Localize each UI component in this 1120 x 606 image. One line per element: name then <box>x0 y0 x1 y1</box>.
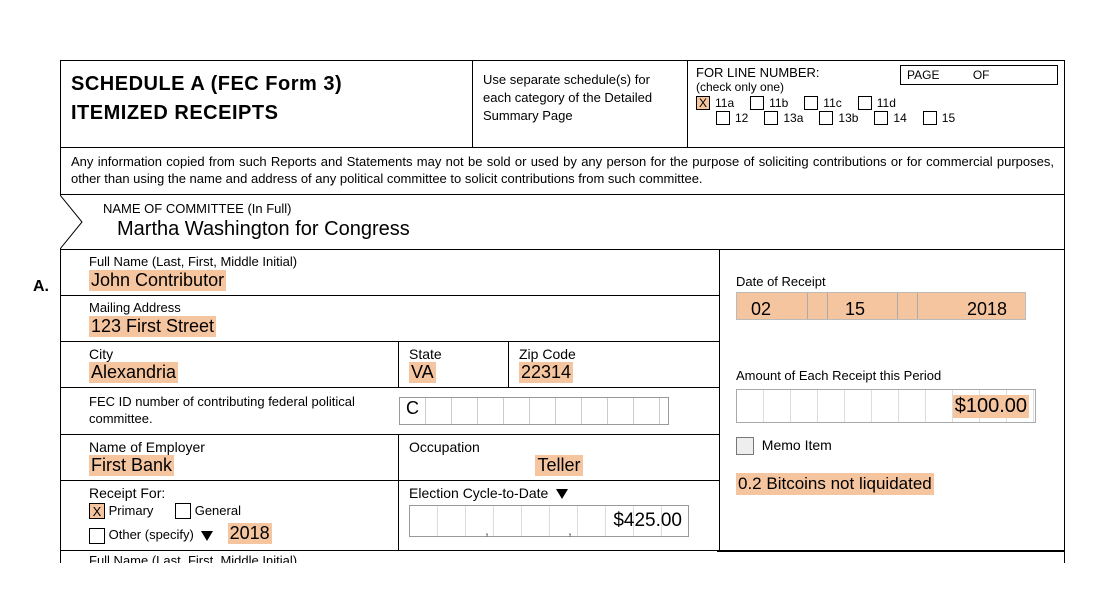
other-label: Other (specify) <box>109 527 194 542</box>
line-options-row2: 12 13a 13b 14 15 <box>716 111 1058 125</box>
label-11d: 11d <box>877 96 896 110</box>
page-box: PAGE OF <box>900 65 1058 85</box>
next-entry-partial: Full Name (Last, First, Middle Initial) <box>60 551 1065 563</box>
receipt-for-left: Receipt For: X Primary General Other (sp… <box>61 481 399 551</box>
fec-id-prefix: C <box>406 398 419 418</box>
fec-id-row: FEC ID number of contributing federal po… <box>61 388 719 435</box>
label-11b: 11b <box>769 96 788 110</box>
zip-label: Zip Code <box>519 346 709 362</box>
state-value[interactable]: VA <box>409 362 436 383</box>
entry-marker: A. <box>33 278 49 296</box>
checkbox-15[interactable] <box>923 111 937 125</box>
state-block: State VA <box>399 342 509 387</box>
header-row: SCHEDULE A (FEC Form 3) ITEMIZED RECEIPT… <box>60 60 1065 147</box>
ecd-block: Election Cycle-to-Date , , $425.00 <box>399 481 719 551</box>
checkbox-general[interactable] <box>175 503 191 519</box>
mailing-value[interactable]: 123 First Street <box>89 316 216 337</box>
checkbox-13b[interactable] <box>819 111 833 125</box>
memo-label: Memo Item <box>762 437 832 453</box>
primary-label: Primary <box>109 503 154 518</box>
label-15: 15 <box>942 111 955 125</box>
entry-a: A. Full Name (Last, First, Middle Initia… <box>60 250 1065 551</box>
header-right: PAGE OF FOR LINE NUMBER: (check only one… <box>688 61 1064 147</box>
committee-label: NAME OF COMMITTEE (In Full) <box>103 201 1054 216</box>
memo-row: Memo Item <box>736 437 1048 455</box>
label-13a: 13a <box>783 111 803 125</box>
checkbox-primary[interactable]: X <box>89 503 105 519</box>
disclaimer: Any information copied from such Reports… <box>60 147 1065 195</box>
dropdown-icon[interactable] <box>556 489 568 499</box>
date-label: Date of Receipt <box>736 274 1048 289</box>
form-container: SCHEDULE A (FEC Form 3) ITEMIZED RECEIPT… <box>60 60 1065 563</box>
checkbox-11a[interactable]: X <box>696 96 710 110</box>
amount-label: Amount of Each Receipt this Period <box>736 368 1048 383</box>
amount-box[interactable]: $100.00 <box>736 389 1036 423</box>
occupation-block: Occupation Teller <box>399 435 719 480</box>
amount-value: $100.00 <box>953 395 1029 418</box>
city-label: City <box>89 346 388 362</box>
full-name-label: Full Name (Last, First, Middle Initial) <box>89 254 709 269</box>
schedule-title: SCHEDULE A (FEC Form 3) <box>71 73 462 96</box>
date-box[interactable]: 02 15 2018 <box>736 292 1026 320</box>
page-label: PAGE <box>907 68 939 82</box>
receipts-title: ITEMIZED RECEIPTS <box>71 102 462 125</box>
employer-label: Name of Employer <box>89 439 388 455</box>
label-13b: 13b <box>838 111 858 125</box>
checkbox-13a[interactable] <box>764 111 778 125</box>
ecd-label: Election Cycle-to-Date <box>409 485 548 501</box>
state-label: State <box>409 346 498 362</box>
dropdown-icon[interactable] <box>201 531 213 541</box>
header-left: SCHEDULE A (FEC Form 3) ITEMIZED RECEIPT… <box>61 61 473 147</box>
occupation-value[interactable]: Teller <box>535 455 582 476</box>
label-14: 14 <box>893 111 906 125</box>
city-value[interactable]: Alexandria <box>89 362 178 383</box>
zip-value[interactable]: 22314 <box>519 362 573 383</box>
line-options-row1: X 11a 11b 11c 11d <box>696 96 1058 110</box>
fec-id-label: FEC ID number of contributing federal po… <box>89 394 399 428</box>
zip-block: Zip Code 22314 <box>509 342 719 387</box>
memo-note: 0.2 Bitcoins not liquidated <box>736 473 934 495</box>
occupation-label: Occupation <box>409 439 709 455</box>
label-11a: 11a <box>715 96 734 110</box>
receipt-for-year[interactable]: 2018 <box>228 523 272 544</box>
committee-row: NAME OF COMMITTEE (In Full) Martha Washi… <box>60 195 1065 250</box>
checkbox-11b[interactable] <box>750 96 764 110</box>
checkbox-14[interactable] <box>874 111 888 125</box>
entry-right: Date of Receipt 02 15 2018 Amount of Eac… <box>719 250 1064 550</box>
ecd-amount: $425.00 <box>613 510 682 532</box>
employer-value[interactable]: First Bank <box>89 455 174 476</box>
header-instructions: Use separate schedule(s) for each catego… <box>473 61 688 147</box>
fec-id-box[interactable]: C <box>399 397 669 425</box>
checkbox-11d[interactable] <box>858 96 872 110</box>
checkbox-11c[interactable] <box>804 96 818 110</box>
full-name-block: Full Name (Last, First, Middle Initial) … <box>61 250 719 296</box>
date-dd: 15 <box>845 299 865 320</box>
committee-value: Martha Washington for Congress <box>117 218 1054 241</box>
general-label: General <box>195 503 241 518</box>
checkbox-other[interactable] <box>89 528 105 544</box>
entry-left: A. Full Name (Last, First, Middle Initia… <box>61 250 719 550</box>
full-name-value[interactable]: John Contributor <box>89 270 226 291</box>
receipt-for-row: Receipt For: X Primary General Other (sp… <box>61 481 719 551</box>
ecd-box[interactable]: , , $425.00 <box>409 505 689 537</box>
arrow-notch-icon <box>60 195 86 249</box>
mailing-block: Mailing Address 123 First Street <box>61 296 719 342</box>
date-yyyy: 2018 <box>967 299 1007 320</box>
receipt-for-label: Receipt For: <box>89 485 388 501</box>
checkbox-memo[interactable] <box>736 437 754 455</box>
city-block: City Alexandria <box>61 342 399 387</box>
employer-block: Name of Employer First Bank <box>61 435 399 480</box>
employer-occupation-row: Name of Employer First Bank Occupation T… <box>61 435 719 481</box>
date-mm: 02 <box>751 299 771 320</box>
label-12: 12 <box>735 111 748 125</box>
city-state-zip-row: City Alexandria State VA Zip Code 22314 <box>61 342 719 388</box>
next-full-name-label: Full Name (Last, First, Middle Initial) <box>89 553 297 563</box>
checkbox-12[interactable] <box>716 111 730 125</box>
mailing-label: Mailing Address <box>89 300 709 315</box>
label-11c: 11c <box>823 96 841 110</box>
of-label: OF <box>973 68 990 82</box>
